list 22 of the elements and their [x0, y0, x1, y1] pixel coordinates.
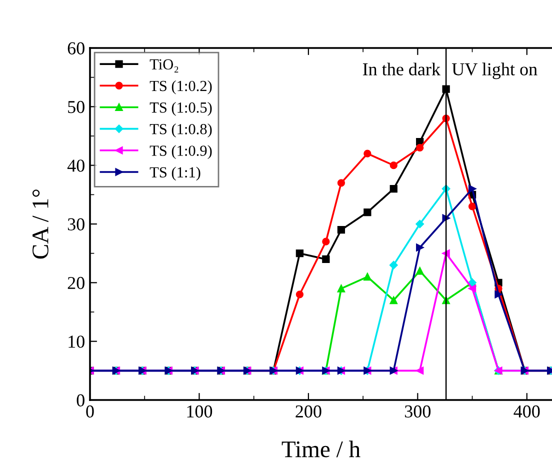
annotation: In the dark	[362, 62, 440, 76]
legend-label: TS (1:0.5)	[150, 102, 212, 116]
x-tick-label: 300	[404, 405, 431, 418]
x-tick-label: 0	[86, 405, 94, 418]
legend-label: TS (1:0.9)	[150, 145, 212, 159]
y-tick-label: 10	[68, 336, 84, 348]
y-tick-label: 60	[68, 42, 84, 54]
y-tick-label: 0	[76, 394, 84, 406]
annotation: UV light on	[452, 62, 538, 80]
y-tick-label: 20	[68, 276, 84, 290]
legend-label: TS (1:0.2)	[150, 80, 212, 94]
y-tick-label: 40	[67, 160, 84, 172]
y-tick-label: 50	[68, 100, 84, 114]
x-tick-label: 100	[187, 405, 212, 418]
legend-label: TiO₂	[150, 59, 178, 72]
y-tick-label: 30	[68, 218, 84, 230]
legend-label: TS (1:1)	[150, 166, 200, 181]
x-tick-label: 200	[296, 405, 322, 418]
x-axis-title: Time / h	[282, 440, 360, 458]
y-axis-title: CA / 1°	[32, 190, 48, 259]
legend-label: TS (1:0.8)	[150, 124, 212, 138]
x-tick-label: 400	[514, 405, 540, 418]
